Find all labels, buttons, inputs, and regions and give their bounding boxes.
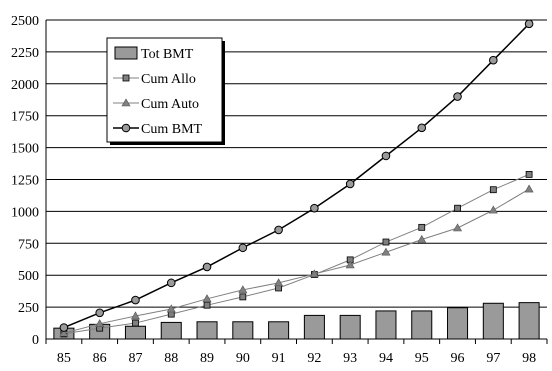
x-tick-label: 97	[486, 351, 500, 366]
point-cum-auto	[95, 319, 105, 327]
point-cum-auto	[417, 234, 427, 243]
x-tick-label: 91	[272, 351, 286, 366]
point-cum-allo	[382, 238, 390, 246]
legend-marker-cum-bmt	[121, 123, 131, 133]
point-cum-allo	[203, 301, 211, 309]
bar-tot-bmt	[411, 310, 433, 340]
x-tick-label: 86	[93, 351, 107, 366]
point-cum-bmt	[453, 92, 462, 101]
point-cum-bmt	[489, 55, 498, 65]
legend-marker-cum-allo	[122, 74, 130, 82]
legend-label-cum-allo: Cum Allo	[141, 72, 196, 87]
point-cum-auto	[381, 247, 391, 256]
legend-marker-cum-auto	[121, 98, 131, 107]
point-cum-bmt	[345, 179, 355, 189]
point-cum-auto	[59, 328, 69, 337]
point-cum-bmt	[202, 262, 212, 272]
x-tick-label: 93	[343, 351, 357, 366]
y-tick-label: 2000	[11, 78, 39, 93]
point-cum-auto	[202, 294, 212, 303]
point-cum-auto	[238, 285, 248, 294]
point-cum-bmt	[381, 151, 391, 161]
bar-tot-bmt	[196, 321, 218, 340]
series-line-cum-bmt	[63, 23, 530, 329]
point-cum-auto	[488, 205, 498, 214]
x-tick-label: 96	[451, 351, 465, 366]
bar-tot-bmt	[303, 314, 325, 340]
x-tick-label: 95	[415, 351, 429, 366]
point-cum-bmt	[166, 278, 176, 288]
y-tick-label: 0	[32, 333, 39, 348]
point-cum-allo	[454, 204, 461, 212]
y-tick-label: 1000	[11, 205, 39, 220]
point-cum-auto	[524, 184, 534, 193]
point-cum-bmt	[274, 225, 283, 235]
bar-tot-bmt	[232, 321, 254, 340]
legend-label-cum-bmt: Cum BMT	[141, 122, 203, 137]
legend-label-cum-auto: Cum Auto	[141, 97, 199, 112]
point-cum-bmt	[417, 123, 427, 133]
legend-label-tot-bmt: Tot BMT	[141, 47, 194, 62]
bar-tot-bmt	[518, 302, 540, 340]
point-cum-auto	[274, 278, 284, 287]
x-tick-label: 94	[379, 351, 393, 366]
y-tick-label: 1750	[11, 110, 39, 125]
point-cum-bmt	[59, 323, 69, 332]
x-tick-label: 98	[522, 351, 536, 366]
y-tick-label: 500	[18, 269, 39, 284]
y-tick-label: 250	[18, 301, 39, 316]
y-tick-label: 2250	[11, 46, 39, 61]
point-cum-bmt	[524, 19, 534, 29]
point-cum-allo	[525, 170, 533, 178]
x-tick-label: 85	[57, 351, 71, 366]
x-tick-label: 88	[164, 351, 178, 366]
bar-tot-bmt	[124, 325, 146, 340]
point-cum-auto	[166, 304, 176, 313]
point-cum-bmt	[131, 295, 140, 305]
point-cum-allo	[489, 186, 497, 194]
bar-tot-bmt	[268, 321, 290, 340]
bar-tot-bmt	[447, 307, 469, 340]
x-tick-label: 89	[200, 351, 214, 366]
legend-swatch-tot-bmt	[114, 46, 138, 60]
point-cum-bmt	[238, 243, 248, 253]
point-cum-allo	[132, 319, 139, 327]
y-tick-label: 1250	[11, 174, 39, 189]
x-tick-label: 87	[128, 351, 142, 366]
series-line-cum-auto	[63, 188, 530, 334]
y-tick-label: 2500	[11, 14, 39, 29]
point-cum-auto	[309, 269, 319, 278]
point-cum-auto	[453, 223, 463, 232]
point-cum-allo	[239, 293, 247, 301]
x-tick-label: 90	[236, 351, 250, 366]
bar-tot-bmt	[482, 302, 504, 340]
y-tick-label: 1500	[11, 142, 39, 157]
x-tick-label: 92	[307, 351, 321, 366]
bar-tot-bmt	[339, 314, 361, 340]
point-cum-bmt	[95, 308, 104, 318]
bar-tot-bmt	[375, 310, 397, 340]
point-cum-allo	[418, 223, 426, 231]
point-cum-auto	[130, 311, 140, 320]
point-cum-auto	[345, 260, 355, 269]
series-line-cum-allo	[63, 173, 530, 335]
point-cum-bmt	[310, 203, 319, 213]
y-tick-label: 750	[18, 237, 39, 252]
bar-tot-bmt	[160, 321, 182, 340]
